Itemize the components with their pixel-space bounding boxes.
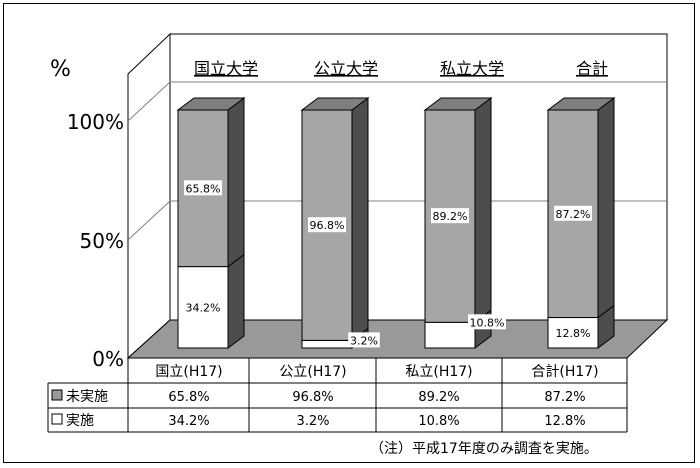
column-header-2: 私立大学 [440,59,504,78]
data-label-not-implemented-2: 89.2% [433,210,468,223]
bar-side-not-implemented [597,97,615,319]
data-label-implemented-3-bg [554,324,592,340]
data-label-not-implemented-2-bg [431,208,469,224]
column-header-1: 公立大学 [314,59,378,78]
column-header-3: 合計 [576,59,608,78]
unit-label: % [50,57,71,82]
y-tick-0: 0% [92,347,124,371]
table-cell-1-1: 3.2% [296,414,329,429]
bar-0: 65.8% 34.2% [176,97,246,349]
bar-top [546,97,616,111]
bar-top [300,97,370,111]
table-cell-0-0: 65.8% [168,390,209,405]
bar-side-not-implemented [474,97,492,324]
bar-segment-implemented [424,321,476,349]
data-label-implemented-0-bg [184,299,222,315]
data-label-not-implemented-0: 65.8% [186,182,221,195]
y-tick-50: 50% [80,229,124,253]
bar-side-not-implemented [227,97,245,268]
left-wall [127,32,171,360]
table-cell-1-2: 10.8% [418,414,459,429]
data-label-not-implemented-3: 87.2% [556,208,591,221]
table-cell-0-2: 89.2% [418,390,459,405]
data-label-not-implemented-3-bg [554,205,592,221]
y-tick-100: 100% [67,110,124,134]
legend-swatch-not-implemented [51,389,63,401]
table-cell-0-3: 87.2% [544,390,585,405]
table-cell-0-1: 96.8% [292,390,333,405]
category-label-1: 公立(H17) [279,364,346,380]
data-label-implemented-0: 34.2% [186,301,221,314]
table-cell-1-3: 12.8% [544,414,585,429]
legend-swatch-implemented [51,413,63,425]
footnote: （注）平成17年度のみ調査を実施。 [370,441,598,457]
legend-label-implemented: 実施 [66,413,94,429]
table-cell-1-0: 34.2% [168,414,209,429]
data-table: 未実施 実施 国立(H17) 公立(H17) 私立(H17) 合計(H17) 65.8%… [47,358,628,433]
data-label-implemented-2-bg [468,314,506,330]
bars: 65.8% 34.2% 96.8% 3.2% 89.2% 10.8% 87.2% 12.8% [176,97,616,349]
category-label-3: 合計(H17) [531,364,598,380]
bar-top [423,97,493,111]
column-header-0: 国立大学 [194,59,258,78]
category-label-2: 私立(H17) [405,364,472,380]
bar-side-implemented [227,253,245,349]
floor [126,319,669,359]
data-label-not-implemented-1: 96.8% [310,219,345,232]
data-label-implemented-2: 10.8% [470,316,505,329]
data-label-implemented-1: 3.2% [350,334,378,347]
bar-top [176,97,246,111]
bar-side-not-implemented [351,97,369,342]
data-label-implemented-1-bg [348,332,380,348]
legend-label-not-implemented: 未実施 [66,389,108,405]
column-headers: 国立大学 公立大学 私立大学 合計 [194,59,608,78]
gridlines [127,81,667,241]
category-label-0: 国立(H17) [155,364,222,380]
data-label-not-implemented-1-bg [308,217,346,233]
bar-segment-implemented [301,339,353,349]
chart-frame [3,3,695,463]
bar-2: 89.2% 10.8% [423,97,506,349]
data-label-implemented-3: 12.8% [556,327,591,340]
bar-1: 96.8% 3.2% [300,97,380,349]
data-label-not-implemented-0-bg [184,180,222,196]
bar-3: 87.2% 12.8% [546,97,616,349]
